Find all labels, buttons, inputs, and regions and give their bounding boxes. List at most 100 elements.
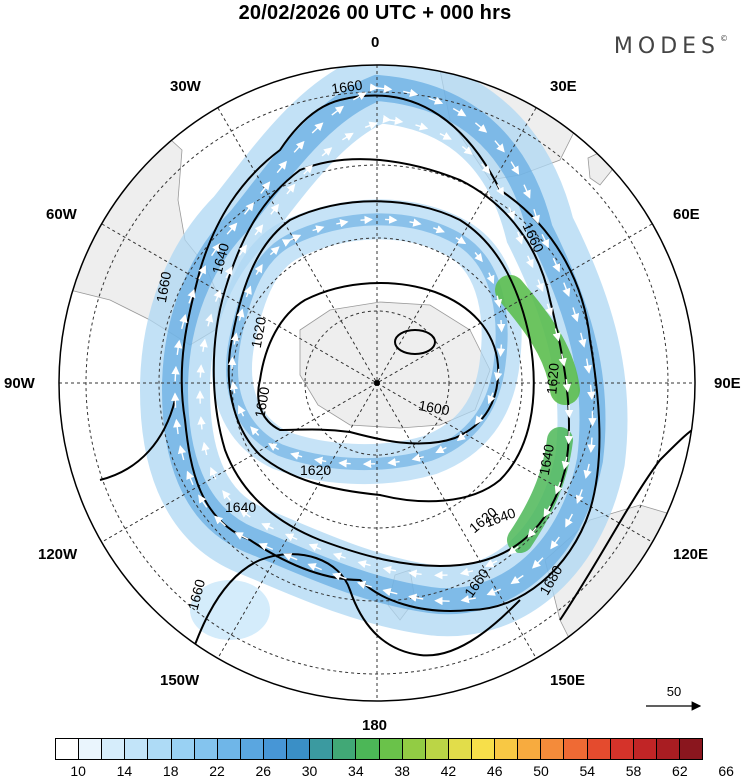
wind-arrow xyxy=(342,132,354,141)
wind-arrow xyxy=(177,445,187,461)
wind-arrow xyxy=(525,255,534,269)
wind-arrow xyxy=(484,559,498,567)
colorbar-swatch xyxy=(402,739,426,759)
wind-arrow xyxy=(312,225,325,234)
wind-arrow xyxy=(222,490,232,501)
wind-arrow xyxy=(179,313,188,330)
wind-arrow xyxy=(269,246,280,256)
wind-arrow xyxy=(382,565,397,574)
wind-arrow xyxy=(261,522,274,531)
colorbar-tick-label: 54 xyxy=(579,763,596,779)
map-title: 20/02/2026 00 UTC + 000 hrs xyxy=(238,2,512,24)
wind-arrow xyxy=(541,233,549,249)
contour-1640 xyxy=(212,158,571,567)
wind-arrow xyxy=(332,552,346,561)
wind-arrow xyxy=(510,161,520,175)
wind-arrow xyxy=(356,580,372,589)
wind-arrow xyxy=(543,505,552,518)
wind-arrow xyxy=(214,515,226,527)
wind-arrow xyxy=(531,208,540,224)
wind-arrow xyxy=(209,466,218,480)
contour-low-center xyxy=(394,329,436,355)
wind-arrow xyxy=(385,215,398,224)
colorbar-swatch xyxy=(610,739,634,759)
wind-arrow xyxy=(494,140,505,153)
wind-arrow xyxy=(497,319,506,333)
colorbar-swatch xyxy=(79,739,103,759)
colorbar-tick-label: 66 xyxy=(718,763,734,779)
wind-arrow xyxy=(224,266,233,279)
wind-arrow xyxy=(211,242,221,257)
wind-arrow xyxy=(527,527,537,538)
wind-arrow xyxy=(376,84,393,93)
wind-arrow xyxy=(382,588,398,597)
colorbar-tick-label: 58 xyxy=(625,763,642,779)
wind-arrow xyxy=(455,236,467,245)
colorbar-swatch xyxy=(125,739,149,759)
wind-arrow xyxy=(389,116,404,125)
wind-arrow xyxy=(171,365,180,382)
colorbar-tick-label: 46 xyxy=(486,763,503,779)
south-pole-dot xyxy=(374,380,380,386)
brand-name: MODES xyxy=(613,34,720,59)
wind-arrow xyxy=(481,163,491,174)
wind-arrow xyxy=(364,121,378,130)
wind-arrow xyxy=(461,145,473,155)
contour-label: 1600 xyxy=(251,385,272,419)
wind-arrow xyxy=(578,332,587,348)
lon-label-90e: 90E xyxy=(714,375,741,392)
wind-arrow xyxy=(284,533,298,542)
wind-arrow xyxy=(558,353,567,367)
wind-arrow xyxy=(174,339,183,356)
lon-label-150e: 150E xyxy=(550,672,586,689)
antarctica-land xyxy=(299,301,491,429)
colorbar-swatch xyxy=(495,739,519,759)
colorbar-swatch xyxy=(425,739,449,759)
wind-arrow xyxy=(510,574,524,585)
lon-label-120e: 120E xyxy=(673,546,709,563)
wind-arrow xyxy=(226,222,238,235)
wind-arrow xyxy=(428,96,444,105)
colorbar-tick-label: 62 xyxy=(672,763,688,779)
contour-1660-atlantic xyxy=(99,399,176,481)
wind-arrow xyxy=(238,405,246,417)
wind-arrow xyxy=(196,364,205,378)
wind-arrow xyxy=(411,453,424,462)
contour-1660-pacific xyxy=(179,553,521,691)
wind-arrow xyxy=(213,289,222,302)
wind-arrow xyxy=(230,332,240,345)
contour-label: 1600 xyxy=(417,397,451,418)
lon-label-150w: 150W xyxy=(160,672,200,689)
wind-arrow xyxy=(357,560,371,569)
contour-label: 1640 xyxy=(209,241,233,275)
wind-arrow xyxy=(474,414,484,425)
colorbar-swatch xyxy=(287,739,311,759)
wind-arrow xyxy=(236,308,245,321)
wind-arrow xyxy=(552,328,561,342)
lon-label-120w: 120W xyxy=(38,546,78,563)
colorbar-swatch xyxy=(240,739,264,759)
colorbar-swatch xyxy=(633,739,657,759)
colorbar-swatch xyxy=(102,739,126,759)
wind-arrow xyxy=(456,432,467,442)
colorbar-swatch xyxy=(356,739,380,759)
wind-arrow xyxy=(554,481,563,495)
wind-arrow xyxy=(408,569,422,578)
wind-arrow xyxy=(452,107,467,117)
colorbar xyxy=(55,738,703,760)
wind-arrow xyxy=(493,295,503,308)
lon-label-30w: 30W xyxy=(170,78,201,95)
wind-arrow xyxy=(532,557,544,569)
jet-max-green-upper xyxy=(495,275,580,405)
wind-arrow xyxy=(186,470,195,486)
wind-arrow xyxy=(474,122,488,133)
colorbar-swatch xyxy=(310,739,334,759)
wind-arrow xyxy=(587,384,596,401)
wind-arrow xyxy=(290,451,303,460)
brand-logo: MODES© xyxy=(614,34,728,59)
wind-arrow xyxy=(352,92,367,101)
wind-arrow xyxy=(562,379,572,393)
colorbar-tick-label: 18 xyxy=(162,763,179,779)
colorbar-swatch xyxy=(263,739,288,759)
